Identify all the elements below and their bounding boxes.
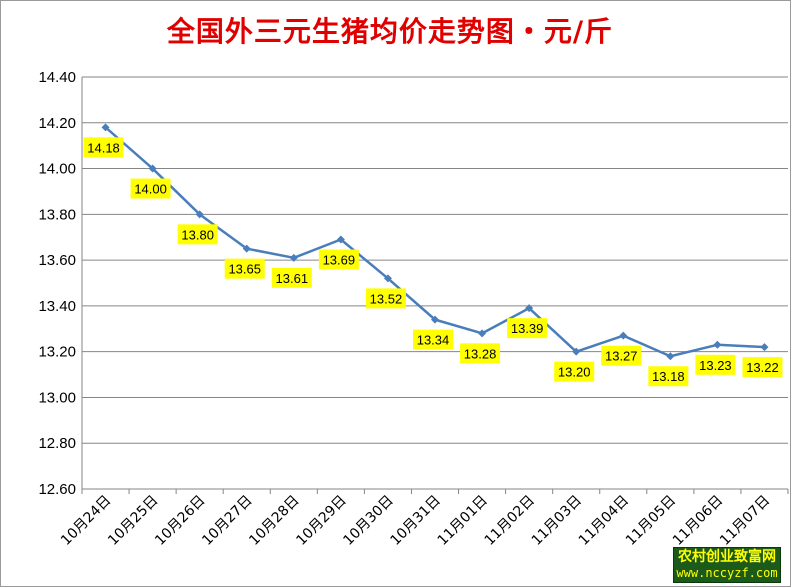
data-label-box xyxy=(554,361,595,382)
data-label: 13.18 xyxy=(652,369,685,384)
y-tick-label: 13.40 xyxy=(38,298,76,315)
data-label: 13.80 xyxy=(181,227,214,242)
x-tick-label: 11月02日 xyxy=(482,493,538,549)
data-label: 13.22 xyxy=(746,360,779,375)
chart-title: 全国外三元生猪均价走势图・元/斤 xyxy=(166,15,614,48)
data-label-box xyxy=(177,224,218,245)
y-tick-label: 13.60 xyxy=(38,252,76,269)
data-point xyxy=(242,244,251,253)
data-label: 14.00 xyxy=(134,182,167,197)
data-label-box xyxy=(83,137,124,158)
data-point xyxy=(289,253,298,262)
y-tick-label: 13.20 xyxy=(38,344,76,361)
x-tick-label: 11月04日 xyxy=(576,493,632,549)
data-point xyxy=(336,235,345,244)
data-label: 13.65 xyxy=(228,262,261,277)
data-point xyxy=(619,331,628,340)
data-label: 13.23 xyxy=(699,358,732,373)
data-label-box xyxy=(224,258,265,279)
data-label-box xyxy=(130,178,171,199)
data-label-box xyxy=(695,354,736,375)
x-tick-label: 11月01日 xyxy=(435,493,491,549)
x-tick-label: 10月26日 xyxy=(152,493,208,549)
data-point xyxy=(760,343,769,352)
x-tick-label: 11月07日 xyxy=(717,493,773,549)
data-point xyxy=(478,329,487,338)
data-label: 13.69 xyxy=(323,253,356,268)
data-point xyxy=(383,274,392,283)
x-tick-label: 11月06日 xyxy=(670,493,726,549)
x-tick-label: 10月24日 xyxy=(58,493,114,549)
data-label-box xyxy=(318,249,359,270)
data-label-box xyxy=(601,345,642,366)
watermark-url: www.nccyzf.com xyxy=(676,566,778,580)
x-tick-label: 10月28日 xyxy=(246,493,302,549)
x-tick-label: 10月27日 xyxy=(199,493,255,549)
data-label: 13.20 xyxy=(558,365,591,380)
data-label: 13.27 xyxy=(605,349,638,364)
data-label: 13.28 xyxy=(464,346,497,361)
x-tick-label: 11月03日 xyxy=(529,493,585,549)
data-point xyxy=(431,315,439,324)
y-tick-label: 13.00 xyxy=(38,389,76,406)
x-tick-label: 11月05日 xyxy=(623,493,679,549)
data-label-box xyxy=(413,329,453,350)
data-label: 14.18 xyxy=(87,140,120,155)
x-tick-label: 10月25日 xyxy=(105,493,161,549)
y-tick-label: 13.80 xyxy=(38,206,76,223)
data-label-box xyxy=(507,318,548,339)
y-tick-label: 14.20 xyxy=(38,115,76,132)
data-label-box xyxy=(648,366,689,387)
data-point xyxy=(148,164,157,173)
y-tick-label: 14.00 xyxy=(38,161,76,178)
data-point xyxy=(195,210,204,219)
data-label-box xyxy=(365,288,406,309)
data-label: 13.39 xyxy=(511,321,544,336)
y-tick-label: 12.60 xyxy=(38,481,76,498)
data-point xyxy=(572,347,581,356)
data-label-box xyxy=(742,357,783,378)
data-label-box xyxy=(460,343,501,364)
y-tick-label: 14.40 xyxy=(38,69,76,86)
data-point xyxy=(525,304,534,313)
x-tick-label: 10月29日 xyxy=(293,493,349,549)
watermark-logo: 农村创业致富网 www.nccyzf.com xyxy=(673,547,781,583)
x-tick-label: 10月30日 xyxy=(340,493,396,549)
data-point xyxy=(666,352,675,361)
data-label: 13.34 xyxy=(417,333,450,348)
y-tick-label: 12.80 xyxy=(38,435,76,452)
watermark-site-name: 农村创业致富网 xyxy=(678,549,776,565)
data-label-box xyxy=(271,267,312,288)
x-tick-label: 10月31日 xyxy=(388,493,444,549)
data-point xyxy=(101,123,110,132)
data-label: 13.52 xyxy=(370,291,403,306)
data-label: 13.61 xyxy=(276,271,309,286)
data-point xyxy=(713,340,722,349)
